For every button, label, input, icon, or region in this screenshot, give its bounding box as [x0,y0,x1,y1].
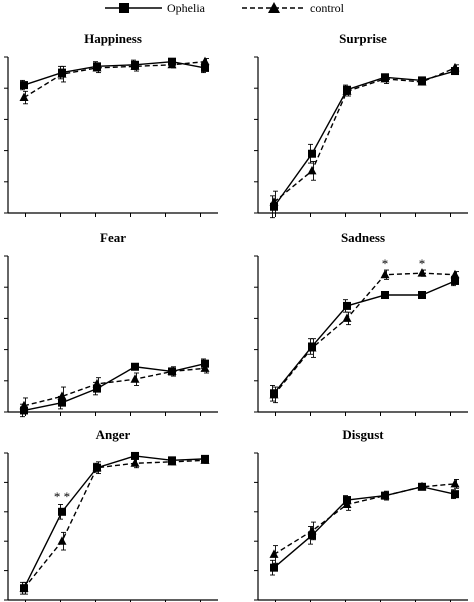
data-point-triangle [450,269,460,279]
panel-title: Disgust [342,427,384,442]
series-line-control [273,67,456,203]
data-point-triangle [307,343,317,352]
data-point-triangle [130,61,140,70]
data-point-triangle [380,490,390,500]
series-line-ophelia [273,280,456,394]
data-point-square [20,406,28,415]
chart-panel-1: Surprise [254,31,468,219]
data-point-triangle [19,92,29,102]
data-point-triangle [450,478,460,488]
data-point-triangle [380,73,390,83]
data-point-square [418,291,426,299]
legend-marker-triangle [268,2,280,13]
chart-panel-2: Fear [4,230,218,418]
panel-title: Sadness [341,230,385,245]
data-point-triangle [19,400,29,410]
legend-label-control: control [310,1,345,15]
data-point-triangle [57,69,67,78]
data-point-triangle [19,583,29,592]
data-point-triangle [380,269,390,279]
chart-panel-3: Sadness * * [254,230,468,416]
significance-marker: * [419,256,426,271]
series-line-control [23,60,206,99]
data-point-square [20,81,28,90]
data-point-triangle [342,499,352,508]
data-point-triangle [92,462,102,472]
data-point-triangle [167,59,177,69]
data-point-triangle [130,374,140,383]
chart-panel-0: Happiness [4,31,218,217]
series-line-ophelia [23,455,206,589]
panel-title: Anger [96,427,131,442]
data-point-triangle [417,76,427,86]
data-point-triangle [269,389,279,399]
panel-title: Surprise [339,31,387,46]
data-point-square [131,451,139,460]
series-line-control [23,459,206,589]
data-point-triangle [200,455,210,464]
data-point-triangle [307,525,317,535]
data-point-square [451,490,459,499]
series-line-ophelia [273,70,456,208]
data-point-square [451,276,459,285]
data-point-triangle [417,268,427,277]
data-point-triangle [269,549,279,558]
data-point-triangle [450,62,460,72]
series-line-ophelia [23,60,206,86]
chart-panel-5: Disgust [254,427,468,602]
data-point-square [58,507,66,516]
data-point-square [201,63,209,72]
series-line-ophelia [273,486,456,569]
series-line-control [273,272,456,396]
legend-label-ophelia: Ophelia [167,1,206,15]
significance-marker: * [382,256,389,271]
data-point-triangle [92,378,102,388]
data-point-triangle [57,391,67,400]
series-line-control [23,367,206,407]
legend: Ophelia control [105,1,345,15]
data-point-triangle [92,62,102,72]
data-point-square [308,149,316,158]
data-point-square [270,202,278,211]
series-line-ophelia [23,362,206,412]
data-point-triangle [307,165,317,175]
data-point-square [131,362,139,371]
data-point-square [58,398,66,407]
data-point-triangle [417,481,427,491]
data-point-square [270,563,278,572]
chart-panel-4: Anger * * [4,427,218,602]
data-point-square [308,531,316,540]
data-point-triangle [167,456,177,466]
data-point-triangle [57,536,67,545]
legend-marker-square [119,3,129,13]
panel-title: Fear [100,230,126,245]
data-point-square [381,291,389,299]
data-point-triangle [200,56,210,66]
data-point-triangle [130,458,140,467]
panel-title: Happiness [84,31,142,46]
data-point-square [93,384,101,393]
significance-marker: * * [54,489,70,504]
data-point-triangle [200,363,210,372]
data-point-triangle [342,86,352,95]
data-point-square [343,301,351,310]
series-line-control [273,483,456,556]
data-point-triangle [342,313,352,322]
data-point-triangle [167,366,177,375]
data-point-triangle [269,197,279,206]
